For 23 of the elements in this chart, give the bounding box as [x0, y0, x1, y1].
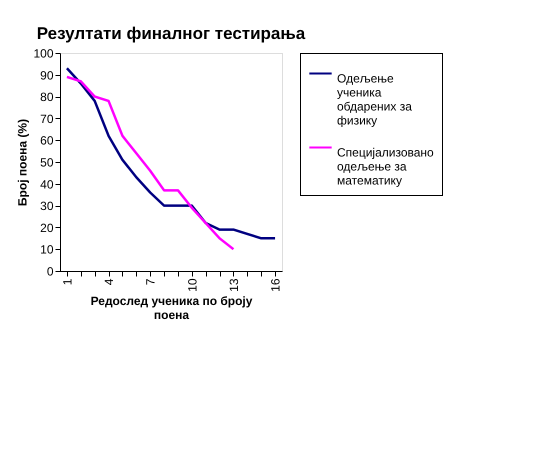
- y-tick-label: 40: [40, 177, 54, 192]
- y-tick-label: 20: [40, 220, 54, 235]
- y-tick-label: 80: [40, 90, 54, 104]
- x-tick-label: 1: [60, 278, 74, 286]
- y-tick-label: 30: [40, 199, 54, 214]
- y-tick-label: 90: [40, 68, 54, 82]
- line-series: [66, 76, 235, 250]
- x-axis-title: Редослед ученика по броју поена: [90, 294, 253, 322]
- y-tick-label: 60: [40, 134, 54, 148]
- y-axis-title: Број поена (%): [15, 118, 30, 206]
- x-tick-label: 4: [102, 278, 116, 286]
- x-tick-label: 10: [185, 278, 200, 292]
- y-tick-label: 0: [46, 264, 54, 278]
- y-tick-label: 10: [40, 242, 54, 257]
- x-tick-label: 7: [144, 278, 158, 286]
- legend-label: Специјализовано одељење за математику: [337, 146, 434, 188]
- y-tick-label: 50: [40, 156, 54, 170]
- legend-label: Одељење ученика обдарених за физику: [337, 72, 412, 128]
- chart-title: Резултати финалног тестирања: [36, 24, 306, 43]
- y-tick-label: 70: [40, 112, 54, 126]
- x-tick-label: 13: [226, 278, 241, 292]
- x-tick-label: 16: [268, 278, 283, 292]
- y-tick-label: 100: [33, 46, 54, 60]
